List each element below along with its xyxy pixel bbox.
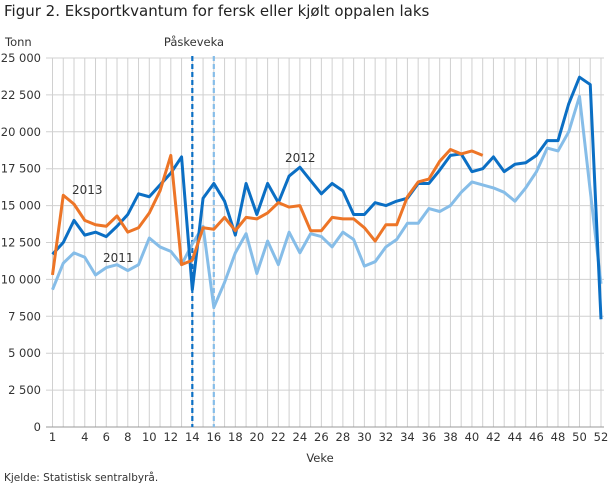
source-note: Kjelde: Statistisk sentralbyrå. [4,472,159,484]
y-tick-label: 2 500 [8,383,41,397]
x-tick-label: 24 [293,430,308,444]
y-tick-label: 25 000 [1,51,41,65]
x-tick-label: 46 [529,430,544,444]
y-tick-label: 0 [34,420,41,434]
x-tick-label: 8 [124,430,131,444]
x-tick-label: 36 [422,430,437,444]
x-tick-label: 48 [551,430,566,444]
series-line-2012 [51,75,603,320]
x-tick-label: 16 [207,430,222,444]
x-tick-label: 4 [81,430,88,444]
y-tick-label: 20 000 [1,125,41,139]
x-tick-label: 22 [271,430,286,444]
y-axis-label: Tonn [4,35,32,49]
x-tick-label: 6 [103,430,110,444]
x-tick-label: 30 [357,430,372,444]
x-tick-label: 52 [594,430,609,444]
x-tick-label: 12 [163,430,178,444]
series-label-2013: 2013 [72,183,103,197]
annotation-label: Påskeveka [164,35,224,49]
y-tick-label: 12 500 [1,236,41,250]
x-tick-label: 18 [228,430,243,444]
y-tick-label: 10 000 [1,272,41,286]
y-tick-label: 22 500 [1,88,41,102]
chart-title: Figur 2. Eksportkvantum for fersk eller … [4,2,430,20]
line-chart: 0 2 500 5 000 7 500 10 000 12 500 15 000 17 500… [1,35,609,465]
x-tick-label: 42 [486,430,501,444]
x-tick-label: 34 [400,430,415,444]
y-tick-label: 5 000 [8,346,41,360]
x-tick-label: 38 [443,430,458,444]
y-tick-label: 15 000 [1,199,41,213]
x-tick-label: 20 [250,430,265,444]
x-tick-label: 40 [465,430,480,444]
y-tick-label: 7 500 [8,309,41,323]
x-axis-label: Veke [306,451,333,465]
x-tick-label: 50 [572,430,587,444]
series-label-2011: 2011 [103,251,134,265]
series-line-2011 [51,94,603,309]
x-tick-label: 32 [379,430,394,444]
x-tick-label: 10 [142,430,157,444]
x-tick-label: 44 [508,430,523,444]
x-tick-label: 28 [336,430,351,444]
y-tick-label: 17 500 [1,162,41,176]
x-tick-label: 1 [49,430,56,444]
x-tick-label: 26 [314,430,329,444]
x-tick-label: 14 [185,430,200,444]
series-label-2012: 2012 [285,151,316,165]
